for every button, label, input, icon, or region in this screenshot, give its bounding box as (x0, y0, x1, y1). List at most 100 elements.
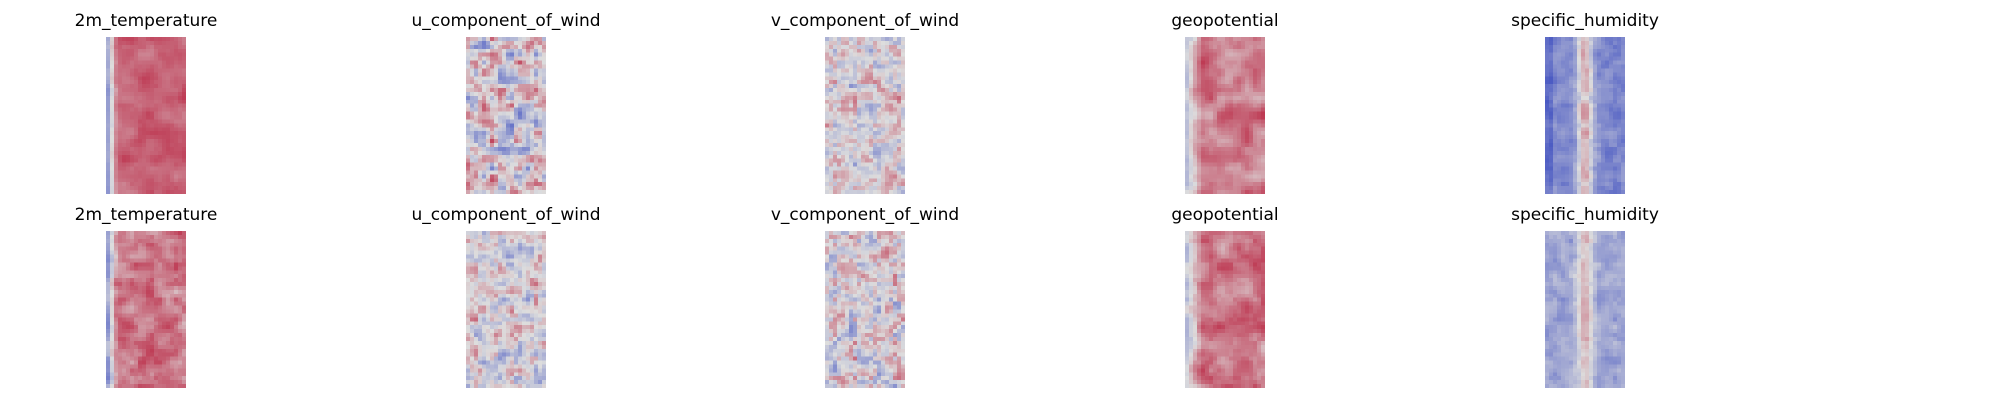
heatmap-cell (534, 48, 539, 53)
heatmap-cell (869, 107, 874, 112)
heatmap-cell (1245, 56, 1250, 61)
heatmap-cell (122, 154, 127, 159)
heatmap-cell (478, 231, 483, 236)
heatmap-cell (182, 68, 186, 73)
heatmap-cell (162, 317, 167, 322)
heatmap-cell (130, 52, 135, 57)
heatmap-cell (478, 234, 483, 240)
heatmap-cell (154, 250, 159, 255)
heatmap-cell (542, 95, 546, 101)
heatmap-cell (1245, 174, 1250, 179)
heatmap-cell (526, 95, 531, 101)
heatmap-cell (1581, 84, 1586, 89)
heatmap-cell (478, 250, 483, 255)
heatmap-cell (494, 40, 499, 46)
heatmap-cell (518, 68, 523, 73)
heatmap-cell (146, 56, 151, 61)
heatmap-cell (1229, 131, 1234, 136)
heatmap-cell (1205, 174, 1210, 179)
heatmap-cell (538, 238, 543, 244)
heatmap-cell (162, 289, 167, 295)
heatmap-cell (841, 115, 846, 120)
heatmap-cell (1609, 84, 1614, 89)
heatmap-cell (1581, 186, 1586, 191)
heatmap-cell (1557, 88, 1562, 93)
heatmap-cell (1597, 123, 1602, 128)
heatmap-cell (1581, 166, 1586, 171)
heatmap-cell (130, 325, 135, 330)
heatmap-cell (490, 254, 495, 259)
heatmap-cell (1569, 115, 1574, 120)
heatmap-cell (134, 115, 139, 120)
heatmap-cell (1557, 150, 1562, 156)
heatmap-cell (1249, 48, 1254, 53)
heatmap-cell (178, 356, 183, 361)
heatmap-cell (178, 270, 183, 275)
heatmap-cell (1585, 170, 1590, 175)
heatmap-cell (881, 119, 886, 124)
heatmap-cell (538, 234, 543, 240)
heatmap-cell (170, 76, 175, 81)
heatmap-cell (881, 84, 886, 89)
heatmap-cell (518, 131, 523, 136)
heatmap-cell (518, 178, 523, 183)
heatmap-cell (1185, 56, 1190, 61)
heatmap-cell (138, 68, 143, 73)
heatmap-cell (901, 37, 905, 42)
heatmap-cell (1561, 123, 1566, 128)
heatmap-cell (1197, 103, 1202, 108)
heatmap-cell (178, 238, 183, 244)
heatmap-cell (106, 60, 111, 65)
heatmap-cell (498, 142, 503, 148)
heatmap-cell (150, 380, 155, 385)
heatmap-cell (142, 135, 147, 140)
heatmap-cell (538, 127, 543, 132)
heatmap-cell (885, 123, 890, 128)
heatmap-cell (534, 135, 539, 140)
heatmap-cell (170, 80, 175, 85)
heatmap-cell (1613, 91, 1618, 97)
heatmap-cell (1257, 119, 1262, 124)
heatmap-cell (1221, 44, 1226, 50)
heatmap-cell (142, 360, 147, 365)
heatmap-cell (1225, 139, 1230, 144)
heatmap-cell (1573, 44, 1578, 50)
heatmap-cell (162, 154, 167, 159)
heatmap-cell (1257, 103, 1262, 108)
heatmap-cell (130, 380, 135, 385)
heatmap-cell (1593, 91, 1598, 97)
heatmap-cell (1557, 135, 1562, 140)
heatmap-cell (498, 231, 503, 236)
heatmap-cell (162, 380, 167, 385)
heatmap-cell (178, 282, 183, 287)
heatmap-cell (486, 115, 491, 120)
heatmap-cell (1201, 139, 1206, 144)
heatmap-cell (1241, 52, 1246, 57)
heatmap-cell (162, 364, 167, 369)
heatmap-cell (1229, 84, 1234, 89)
heatmap-cell (873, 115, 878, 120)
heatmap-cell (110, 242, 115, 247)
heatmap-cell (174, 321, 179, 326)
heatmap-cell (885, 142, 890, 148)
heatmap-cell (1225, 48, 1230, 53)
heatmap-cell (178, 84, 183, 89)
heatmap-cell (1565, 60, 1570, 65)
heatmap-cell (1565, 178, 1570, 183)
heatmap-cell (134, 52, 139, 57)
heatmap-cell (506, 99, 511, 105)
heatmap-cell (1569, 158, 1574, 163)
heatmap-cell (482, 44, 487, 50)
heatmap-cell (1253, 111, 1258, 116)
heatmap-cell (1225, 52, 1230, 57)
heatmap-cell (1221, 166, 1226, 171)
heatmap-cell (170, 162, 175, 167)
heatmap-cell (845, 56, 850, 61)
heatmap-cell (166, 72, 171, 77)
heatmap-cell (1197, 170, 1202, 175)
heatmap-cell (1549, 142, 1554, 148)
heatmap-cell (158, 348, 163, 353)
heatmap-cell (1545, 131, 1550, 136)
heatmap-cell (134, 282, 139, 287)
heatmap-cell (178, 348, 183, 353)
